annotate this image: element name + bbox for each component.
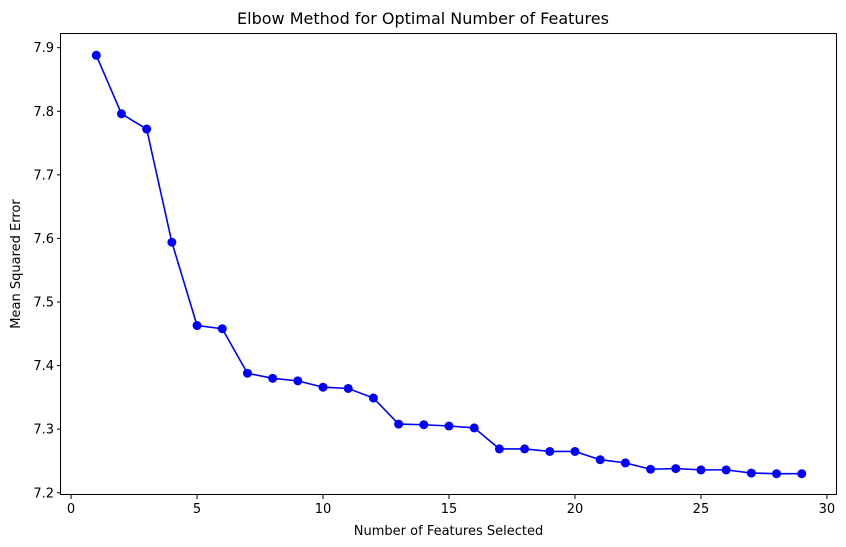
data-point: [167, 237, 177, 247]
series-line: [95, 54, 802, 475]
data-point: [772, 469, 782, 479]
x-tick-label: 15: [441, 502, 458, 517]
y-axis-ticks: 7.2 7.3 7.4 7.5 7.6 7.7 7.8 7.9: [33, 41, 61, 501]
data-point: [318, 382, 328, 392]
x-tick-label: 20: [567, 502, 584, 517]
y-tick-label: 7.7: [33, 168, 54, 183]
data-point: [242, 368, 252, 378]
y-tick-label: 7.3: [33, 423, 54, 438]
y-axis-label: Mean Squared Error: [9, 199, 24, 329]
data-point: [419, 420, 429, 430]
chart-title: Elbow Method for Optimal Number of Featu…: [237, 9, 609, 28]
x-tick-label: 5: [193, 502, 201, 517]
data-point: [620, 458, 630, 468]
x-axis-ticks: 0 5 10 15 20 25 30: [67, 495, 835, 517]
y-tick-label: 7.2: [33, 486, 54, 501]
data-point: [721, 465, 731, 475]
y-tick-label: 7.5: [33, 296, 54, 311]
data-point: [646, 464, 656, 474]
plot-frame: [60, 33, 837, 495]
data-point: [469, 423, 479, 433]
y-tick-label: 7.6: [33, 232, 54, 247]
x-tick-label: 25: [693, 502, 710, 517]
data-point: [570, 446, 580, 456]
x-tick-label: 10: [315, 502, 332, 517]
data-point: [444, 421, 454, 431]
y-tick-label: 7.9: [33, 41, 54, 56]
y-tick-label: 7.8: [33, 105, 54, 120]
data-point: [696, 465, 706, 475]
data-point: [368, 393, 378, 403]
data-point: [192, 321, 202, 331]
data-point: [116, 109, 126, 119]
data-point: [217, 324, 227, 334]
x-tick-label: 0: [67, 502, 75, 517]
data-point: [746, 468, 756, 478]
x-axis-label: Number of Features Selected: [354, 524, 543, 539]
y-tick-label: 7.4: [33, 359, 54, 374]
data-point: [494, 444, 504, 454]
data-point: [671, 464, 681, 474]
data-point: [394, 419, 404, 429]
data-point: [91, 50, 101, 60]
data-point: [797, 469, 807, 479]
data-point: [545, 446, 555, 456]
data-point: [595, 455, 605, 465]
data-point: [343, 383, 353, 393]
data-point: [142, 124, 152, 134]
series-layer: [91, 50, 807, 479]
data-point: [268, 373, 278, 383]
data-point: [293, 376, 303, 386]
data-point: [520, 444, 530, 454]
x-tick-label: 30: [819, 502, 836, 517]
